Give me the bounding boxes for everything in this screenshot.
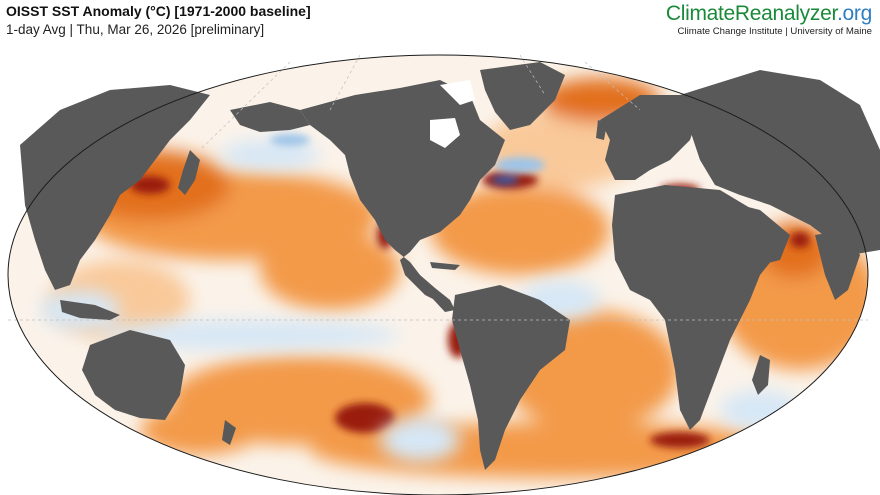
land-south-america bbox=[452, 285, 570, 470]
equatorial-pacific-cool bbox=[100, 320, 400, 350]
land-africa bbox=[612, 185, 780, 430]
land-indonesia bbox=[60, 300, 120, 320]
land-india bbox=[815, 230, 860, 300]
cool-extreme-regions bbox=[270, 134, 545, 184]
canadian-arctic-ice bbox=[440, 80, 475, 105]
south-indian-cool bbox=[720, 390, 800, 430]
map-title: OISST SST Anomaly (°C) [1971-2000 baseli… bbox=[6, 3, 311, 19]
land-arabia bbox=[720, 200, 790, 265]
land-new-zealand bbox=[222, 420, 236, 445]
meridian-line-1 bbox=[199, 61, 291, 151]
land-asia bbox=[680, 70, 880, 255]
brand-subtitle: Climate Change Institute | University of… bbox=[677, 26, 872, 37]
globe-outline bbox=[7, 54, 869, 495]
hudson-bay-ice bbox=[430, 118, 460, 148]
arabian-hotspot bbox=[790, 232, 810, 248]
south-pacific-hotspot bbox=[335, 403, 395, 433]
brand-name: ClimateReanalyzer.org bbox=[666, 2, 872, 26]
land-madagascar bbox=[752, 355, 770, 395]
brand-logo[interactable]: ClimateReanalyzer.org Climate Change Ins… bbox=[666, 2, 872, 38]
kuroshio-hotspot bbox=[130, 176, 170, 194]
land-europe bbox=[600, 95, 700, 180]
map-subtitle: 1-day Avg | Thu, Mar 26, 2026 [prelimina… bbox=[6, 22, 265, 37]
meridian-line-3 bbox=[519, 54, 546, 96]
southeast-pacific-cool bbox=[380, 418, 460, 462]
land-alaska bbox=[230, 102, 310, 132]
land-japan bbox=[178, 150, 200, 195]
land-east-asia bbox=[20, 85, 210, 290]
gulf-of-alaska-cool bbox=[220, 140, 320, 170]
brand-name-main: ClimateReanalyzer bbox=[665, 2, 837, 25]
bering-cool bbox=[270, 134, 310, 146]
land-greenland bbox=[480, 62, 565, 130]
labrador-cool bbox=[491, 176, 519, 184]
land-cuba bbox=[430, 262, 460, 270]
land-australia bbox=[82, 330, 185, 420]
nw-atlantic-cool bbox=[495, 157, 545, 173]
east-pacific-warm bbox=[260, 230, 400, 310]
land-masses bbox=[20, 62, 880, 470]
land-central-america bbox=[420, 275, 455, 312]
land-uk bbox=[596, 120, 607, 140]
meridian-line-2 bbox=[329, 54, 361, 111]
tropical-north-atlantic-warm bbox=[430, 185, 610, 275]
south-atlantic-hotspot bbox=[650, 432, 710, 448]
polar-ice bbox=[430, 80, 475, 148]
brand-name-suffix: .org bbox=[837, 2, 872, 25]
